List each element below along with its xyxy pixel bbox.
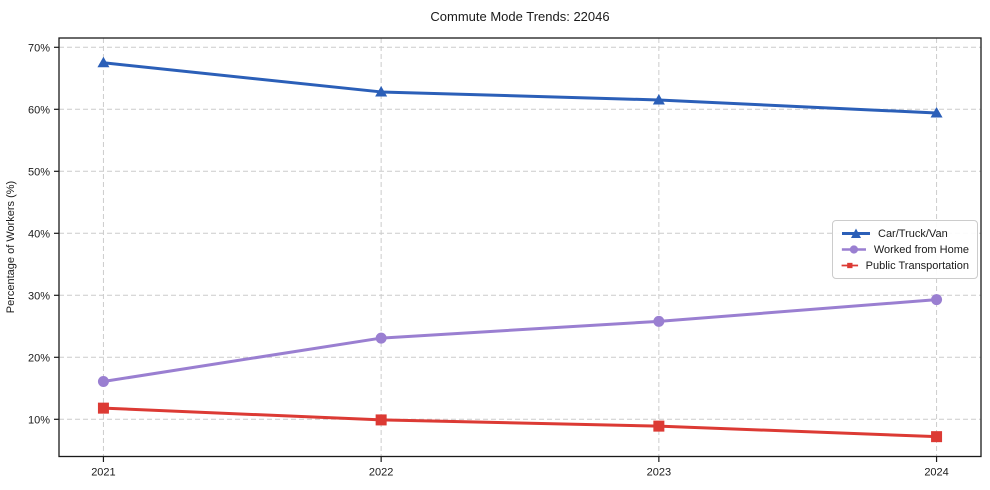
legend-item-public-transportation: Public Transportation [841, 258, 969, 273]
data-point-marker-car-truck-van [652, 94, 665, 105]
legend-swatch-icon-square [841, 262, 859, 269]
data-point-marker-worked-from-home [653, 315, 665, 327]
y-tick-label: 60% [28, 104, 50, 116]
data-point-marker-public-transportation [97, 402, 109, 414]
series-line-public-transportation [101, 406, 939, 439]
data-point-marker-public-transportation [375, 414, 387, 426]
data-point-marker-car-truck-van [930, 107, 943, 118]
y-tick-label: 30% [28, 290, 50, 302]
data-point-marker-worked-from-home [375, 332, 387, 344]
data-point-marker-car-truck-van [97, 56, 110, 68]
chart-title: Commute Mode Trends: 22046 [430, 9, 610, 24]
legend-item-worked-from-home: Worked from Home [841, 242, 969, 257]
x-tick-label: 2023 [647, 467, 671, 479]
legend-item-car-truck-van: Car/Truck/Van [841, 226, 969, 241]
x-tick-label: 2021 [91, 467, 115, 479]
legend-swatch-icon-triangle [842, 228, 870, 238]
y-tick-label: 70% [28, 42, 50, 54]
legend-label: Public Transportation [865, 259, 969, 272]
legend-swatch-icon-circle [841, 245, 866, 254]
x-tick-label: 2024 [924, 467, 948, 479]
legend-label: Car/Truck/Van [878, 227, 948, 240]
data-point-marker-worked-from-home [97, 375, 109, 387]
plot-border [58, 37, 982, 458]
y-tick-label: 50% [28, 166, 50, 178]
series-line-worked-from-home [101, 298, 939, 383]
data-point-marker-public-transportation [653, 420, 665, 432]
y-tick-label: 40% [28, 228, 50, 240]
legend-box: Car/Truck/Van Worked from Home Public Tran… [832, 220, 978, 279]
data-point-marker-public-transportation [931, 431, 943, 443]
legend-label: Worked from Home [873, 243, 969, 256]
data-point-marker-worked-from-home [931, 294, 943, 306]
data-point-marker-car-truck-van [375, 85, 388, 97]
series-line-car-truck-van [101, 61, 939, 115]
x-tick-label: 2022 [369, 467, 393, 479]
y-tick-label: 20% [28, 352, 50, 364]
y-tick-label: 10% [28, 414, 50, 426]
